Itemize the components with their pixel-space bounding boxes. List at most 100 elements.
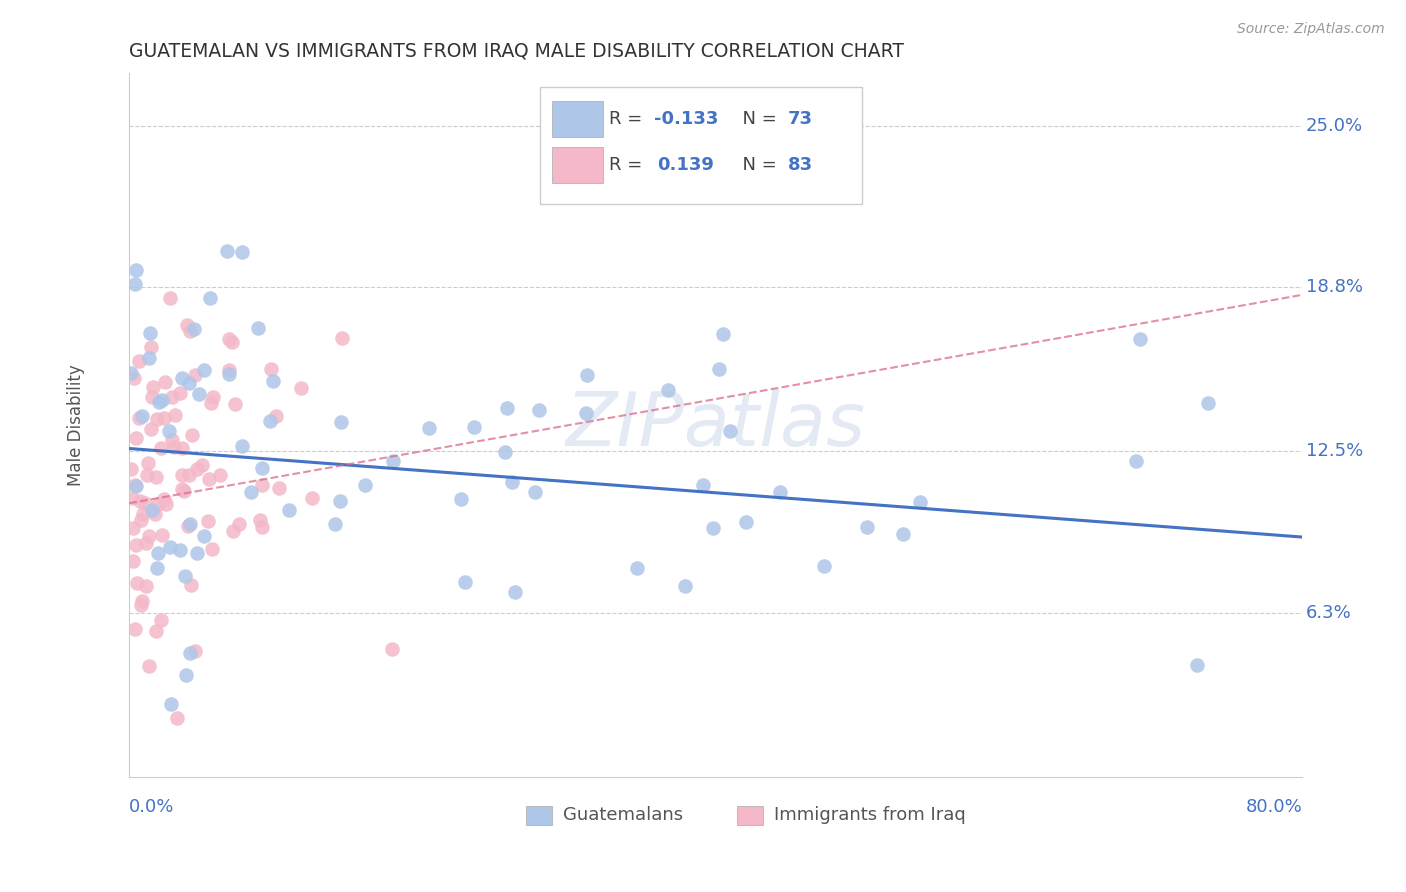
Point bbox=[159, 291, 181, 305]
Point bbox=[121, 521, 143, 535]
Text: 25.0%: 25.0% bbox=[1306, 117, 1362, 135]
Point bbox=[165, 409, 187, 423]
Point bbox=[323, 516, 346, 531]
Text: 73: 73 bbox=[787, 110, 813, 128]
Point bbox=[202, 390, 225, 404]
Point bbox=[673, 579, 696, 593]
Point bbox=[278, 503, 301, 517]
Text: 0.0%: 0.0% bbox=[129, 797, 174, 816]
Point bbox=[218, 332, 240, 346]
Point bbox=[148, 395, 170, 409]
Point bbox=[353, 478, 375, 492]
Point bbox=[125, 538, 148, 552]
Point bbox=[153, 375, 176, 389]
Point bbox=[180, 578, 202, 592]
Point bbox=[891, 526, 914, 541]
Point bbox=[125, 576, 148, 591]
Point bbox=[527, 403, 550, 417]
Point bbox=[240, 485, 263, 500]
Point bbox=[183, 321, 205, 335]
Point bbox=[169, 542, 191, 557]
Point bbox=[139, 326, 162, 341]
Point bbox=[769, 485, 792, 500]
Point bbox=[501, 475, 523, 490]
Point bbox=[218, 367, 240, 381]
Point bbox=[186, 546, 208, 560]
FancyBboxPatch shape bbox=[540, 87, 862, 203]
Point bbox=[150, 528, 173, 542]
Point bbox=[450, 492, 472, 507]
Text: Guatemalans: Guatemalans bbox=[564, 806, 683, 824]
Point bbox=[138, 351, 160, 365]
FancyBboxPatch shape bbox=[737, 806, 762, 824]
Point bbox=[329, 415, 352, 429]
Point bbox=[221, 334, 243, 349]
Point bbox=[198, 472, 221, 486]
Point bbox=[162, 390, 184, 404]
Point bbox=[163, 440, 186, 454]
Point bbox=[224, 397, 246, 411]
Point bbox=[735, 515, 758, 529]
Point bbox=[250, 478, 273, 492]
Text: 80.0%: 80.0% bbox=[1246, 797, 1302, 816]
Point bbox=[176, 318, 198, 332]
Point bbox=[121, 366, 143, 380]
Point bbox=[221, 524, 243, 538]
Point bbox=[718, 424, 741, 438]
Point bbox=[146, 560, 169, 574]
FancyBboxPatch shape bbox=[551, 147, 603, 183]
Point bbox=[228, 517, 250, 532]
Point bbox=[503, 584, 526, 599]
Text: 12.5%: 12.5% bbox=[1306, 442, 1364, 460]
Point bbox=[124, 277, 146, 291]
Point bbox=[160, 697, 183, 711]
Point bbox=[692, 477, 714, 491]
Point bbox=[231, 439, 253, 453]
Point bbox=[135, 579, 157, 593]
Point bbox=[141, 502, 163, 516]
Point bbox=[172, 482, 194, 496]
Point bbox=[231, 245, 253, 260]
Point bbox=[1198, 396, 1220, 410]
Point bbox=[262, 374, 284, 388]
Point bbox=[139, 422, 162, 436]
Point bbox=[179, 516, 201, 531]
Point bbox=[523, 485, 546, 500]
Point bbox=[330, 331, 353, 345]
Point bbox=[159, 540, 181, 554]
Point bbox=[181, 428, 204, 442]
Point bbox=[702, 521, 724, 535]
Point bbox=[138, 529, 160, 543]
Point bbox=[129, 513, 152, 527]
Point bbox=[173, 483, 195, 498]
Text: 83: 83 bbox=[787, 156, 813, 174]
Point bbox=[709, 362, 731, 376]
Point bbox=[249, 513, 271, 527]
Point bbox=[856, 520, 879, 534]
Point bbox=[145, 624, 167, 638]
Text: ZIPatlas: ZIPatlas bbox=[565, 389, 866, 461]
Text: -0.133: -0.133 bbox=[654, 110, 718, 128]
Point bbox=[152, 492, 174, 507]
Point bbox=[1129, 332, 1152, 346]
Point bbox=[141, 390, 163, 404]
Point bbox=[418, 421, 440, 435]
Text: 18.8%: 18.8% bbox=[1306, 278, 1362, 296]
Point bbox=[208, 467, 231, 482]
Point bbox=[290, 381, 312, 395]
Point bbox=[215, 244, 238, 258]
Point bbox=[218, 363, 240, 377]
Point bbox=[576, 368, 599, 382]
Point bbox=[128, 493, 150, 508]
Point bbox=[124, 477, 146, 491]
Point bbox=[153, 411, 176, 425]
Point bbox=[135, 536, 157, 550]
Point bbox=[150, 613, 173, 627]
Point bbox=[454, 575, 477, 590]
Point bbox=[142, 380, 165, 394]
Point bbox=[166, 711, 188, 725]
Point bbox=[191, 458, 214, 472]
Point bbox=[186, 462, 208, 476]
Point bbox=[188, 387, 211, 401]
Point bbox=[183, 368, 205, 382]
